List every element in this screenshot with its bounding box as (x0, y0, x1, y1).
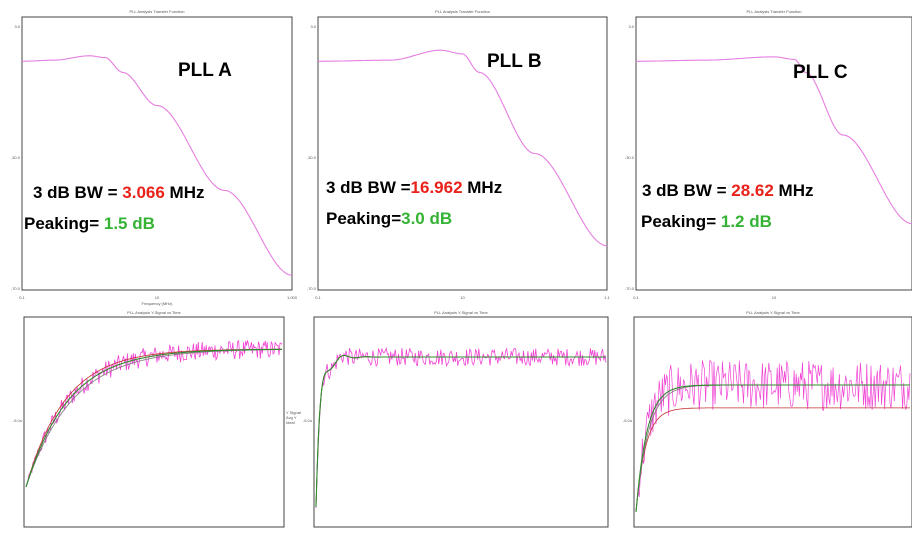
bode-plot-frame (635, 16, 912, 291)
bode-xtick-mid: 10 (155, 295, 160, 300)
bandwidth-label: 3 dB BW = (33, 183, 122, 202)
bode-ytick-top: 3.0 (310, 24, 316, 29)
bode-ytick-mid: -30.0 (11, 155, 21, 160)
step-response-plot: PLL Analysis Y-Signal vs Time-5.0uY Sign… (623, 310, 912, 528)
pll-name: PLL B (487, 51, 542, 72)
bode-transfer-curve (318, 49, 608, 247)
bode-xtick-left: 0.1 (633, 295, 639, 300)
pll-name: PLL C (793, 62, 848, 83)
bode-plot-frame (317, 16, 608, 291)
step-plot-frame (313, 316, 609, 528)
peaking-annotation: Peaking=3.0 dB (326, 209, 452, 228)
bode-ytick-bottom: -70.0 (625, 286, 635, 291)
bode-plot: PLL Analysis Transfer Function 3.0 -30.0 -7… (11, 9, 298, 306)
bode-transfer-curve (636, 56, 912, 225)
step-ytick-mid: -5.0u (303, 418, 312, 423)
bode-ytick-top: 3.0 (14, 24, 20, 29)
step-response-plot: PLL Analysis Y-Signal vs Time -5.0u Y Sign… (13, 310, 301, 528)
pll-panel-2: PLL Analysis Transfer Function 3.0 -30.0 -7… (303, 9, 611, 528)
bandwidth-unit: MHz (165, 183, 205, 202)
peaking-value: 1.5 dB (104, 214, 155, 233)
peaking-value: 3.0 dB (401, 209, 452, 228)
bode-transfer-curve (22, 55, 293, 276)
bode-xtick-right: 1.1 (604, 295, 610, 300)
bandwidth-annotation: 3 dB BW = 28.62 MHz (642, 181, 813, 200)
bode-plot-title: PLL Analysis Transfer Function (747, 9, 802, 14)
bode-xtick-left: 0.1 (315, 295, 321, 300)
step-ytick-mid: -5.0u (623, 418, 632, 423)
bandwidth-annotation: 3 dB BW =16.962 MHz (326, 178, 502, 197)
step-legend-entry: Avg Y (286, 415, 297, 420)
peaking-label: Peaking= (326, 209, 401, 228)
peaking-annotation: Peaking= 1.5 dB (24, 214, 155, 233)
bandwidth-value: 16.962 (411, 178, 463, 197)
bode-ytick-bottom: -70.0 (307, 286, 317, 291)
bandwidth-annotation: 3 dB BW = 3.066 MHz (33, 183, 204, 202)
pll-panel-3: PLL Analysis Transfer Function 3.0 -30.0 -7… (623, 9, 912, 528)
bode-plot-title: PLL Analysis Transfer Function (435, 9, 490, 14)
pll-name: PLL A (178, 60, 232, 81)
step-plot-title: PLL Analysis Y-Signal vs Time (434, 310, 488, 315)
bode-plot: PLL Analysis Transfer Function 3.0 -30.0 -7… (307, 9, 611, 300)
step-plot-title: PLL Analysis Y-Signal vs Time (746, 310, 800, 315)
step-legend-entry: Y Signal (286, 410, 301, 415)
bandwidth-value: 3.066 (122, 183, 165, 202)
step-response-plot: PLL Analysis Y-Signal vs Time -5.0u (303, 310, 609, 528)
bode-ytick-top: 3.0 (628, 24, 634, 29)
step-smooth-curve (315, 354, 606, 508)
bandwidth-label: 3 dB BW = (326, 178, 411, 197)
peaking-value: 1.2 dB (721, 212, 772, 231)
step-smooth-curve (25, 348, 283, 488)
peaking-label: Peaking= (24, 214, 104, 233)
step-plot-title: PLL Analysis Y-Signal vs Time (127, 310, 181, 315)
bode-plot: PLL Analysis Transfer Function 3.0 -30.0 -7… (625, 9, 912, 300)
bandwidth-unit: MHz (463, 178, 503, 197)
step-noisy-signal (25, 340, 283, 487)
bode-ytick-mid: -30.0 (307, 155, 317, 160)
peaking-label: Peaking= (641, 212, 721, 231)
pll-panel-1: PLL Analysis Transfer Function 3.0 -30.0 -7… (11, 9, 301, 528)
bode-xtick-mid: 10 (460, 295, 465, 300)
step-ideal-curve (635, 407, 910, 513)
bode-xtick-left: 0.1 (19, 295, 25, 300)
bandwidth-unit: MHz (774, 181, 814, 200)
step-plot-frame (633, 316, 912, 528)
step-legend-entry: Ideal (286, 420, 295, 425)
bode-xtick-mid: 10 (772, 295, 777, 300)
step-smooth-curve (635, 384, 910, 513)
bandwidth-value: 28.62 (731, 181, 774, 200)
bode-ytick-bottom: -70.0 (11, 286, 21, 291)
peaking-annotation: Peaking= 1.2 dB (641, 212, 772, 231)
bode-xtick-right: 1,000 (287, 295, 298, 300)
bode-xlabel: Frequency (MHz) (142, 301, 174, 306)
bode-ytick-mid: -30.0 (625, 155, 635, 160)
bandwidth-label: 3 dB BW = (642, 181, 731, 200)
bode-plot-frame (21, 16, 293, 291)
bode-plot-title: PLL Analysis Transfer Function (130, 9, 185, 14)
step-ytick-mid: -5.0u (13, 418, 22, 423)
step-noisy-signal (635, 359, 911, 511)
